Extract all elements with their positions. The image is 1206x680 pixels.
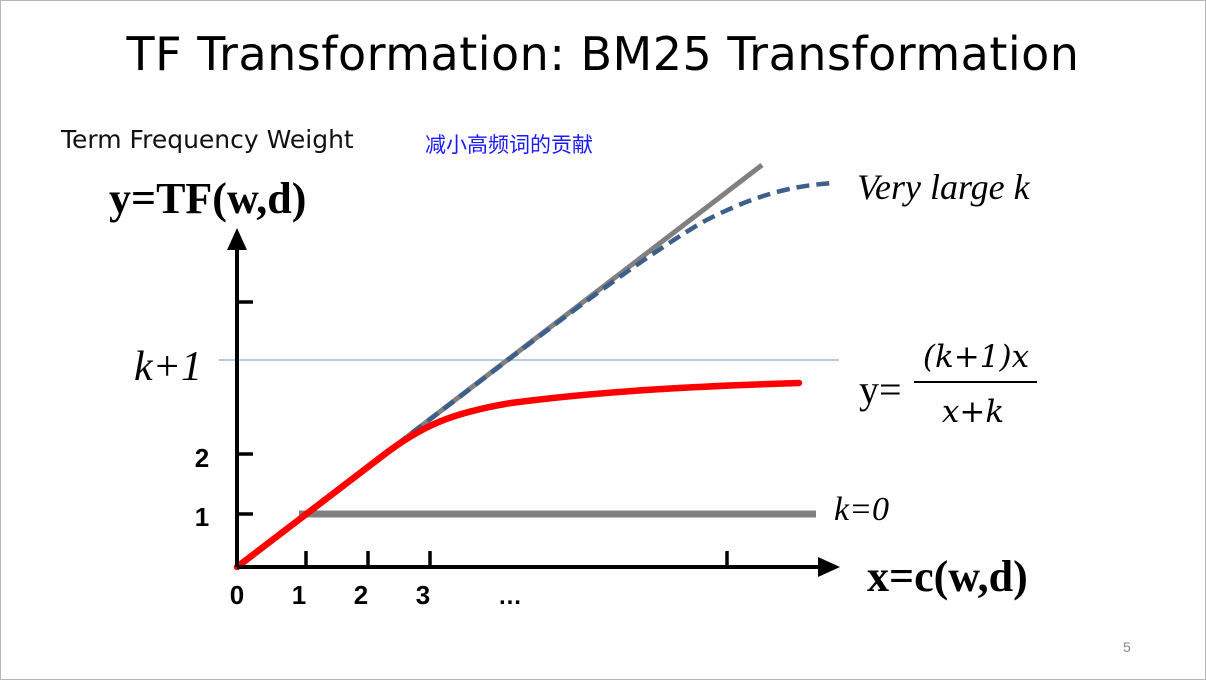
formula-numerator: (k+1)x bbox=[923, 339, 1030, 375]
x-tick-label-3: 3 bbox=[416, 580, 430, 610]
y-axis-arrowhead bbox=[227, 228, 247, 250]
formula-denominator: x+k bbox=[942, 394, 1004, 430]
formula-prefix: y= bbox=[859, 367, 902, 412]
slide-subtitle: Term Frequency Weight bbox=[61, 125, 354, 154]
y-axis-label: y=TF(w,d) bbox=[109, 174, 306, 223]
annotation-note: 减小高频词的贡献 bbox=[425, 133, 593, 157]
x-tick-label-2: 2 bbox=[354, 580, 368, 610]
slide-title: TF Transformation: BM25 Transformation bbox=[126, 27, 1080, 81]
x-tick-label-ellipsis: … bbox=[498, 583, 522, 610]
x-tick-label-1: 1 bbox=[292, 580, 306, 610]
very-large-k-curve bbox=[235, 180, 836, 569]
x-axis-arrowhead bbox=[818, 557, 840, 577]
k-zero-label: k=0 bbox=[834, 491, 889, 528]
bm25-curve bbox=[233, 379, 803, 571]
very-large-k-label: Very large k bbox=[857, 167, 1031, 207]
x-tick-label-0: 0 bbox=[230, 580, 244, 610]
k-plus-1-label: k+1 bbox=[134, 344, 202, 390]
y-tick-label-2: 2 bbox=[195, 443, 209, 473]
page-number: 5 bbox=[1123, 639, 1131, 655]
y-tick-label-1: 1 bbox=[195, 502, 209, 532]
x-axis-label: x=c(w,d) bbox=[867, 552, 1028, 601]
